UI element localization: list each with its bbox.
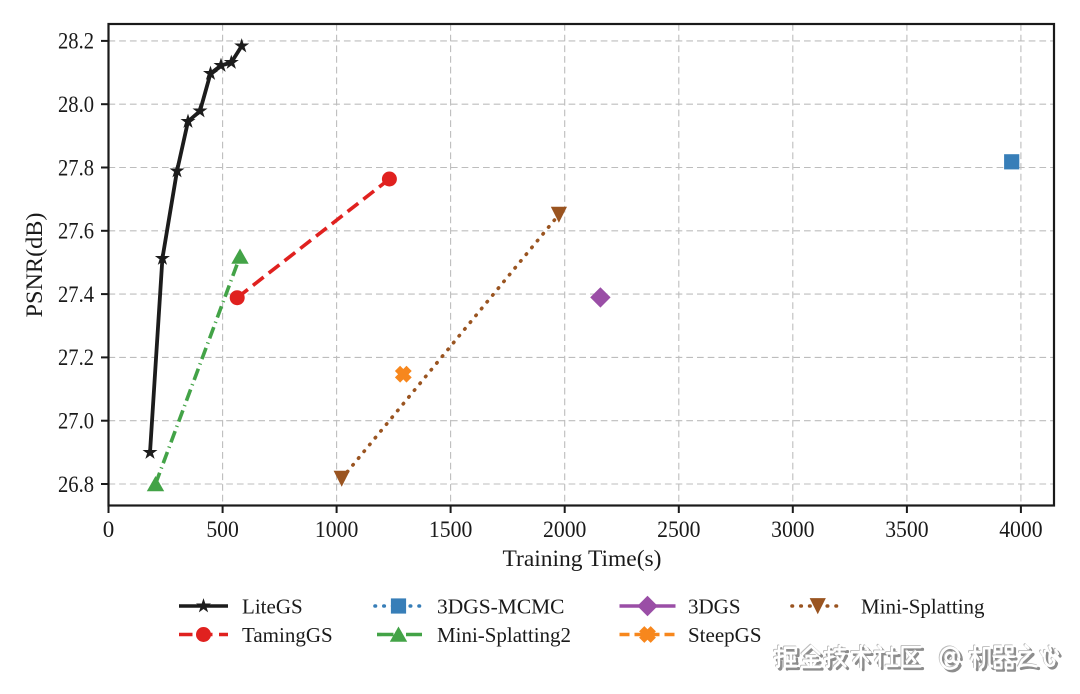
svg-text:2500: 2500 [657,517,700,542]
svg-text:TamingGS: TamingGS [242,623,333,647]
svg-text:27.0: 27.0 [58,409,94,434]
svg-text:Mini-Splatting: Mini-Splatting [861,594,985,618]
svg-text:SteepGS: SteepGS [688,623,762,647]
svg-text:3DGS: 3DGS [688,594,741,618]
svg-text:27.4: 27.4 [58,282,94,307]
svg-text:27.6: 27.6 [58,219,94,244]
svg-text:26.8: 26.8 [58,472,94,497]
svg-text:LiteGS: LiteGS [242,594,303,618]
svg-text:3500: 3500 [885,517,928,542]
svg-text:3DGS-MCMC: 3DGS-MCMC [437,594,565,618]
svg-text:2000: 2000 [543,517,586,542]
svg-text:1500: 1500 [429,517,472,542]
svg-text:1000: 1000 [315,517,358,542]
svg-text:Training Time(s): Training Time(s) [503,546,662,572]
svg-text:28.2: 28.2 [58,29,94,54]
svg-text:27.8: 27.8 [58,155,94,180]
svg-text:3000: 3000 [771,517,814,542]
svg-text:28.0: 28.0 [58,92,94,117]
svg-text:4000: 4000 [999,517,1042,542]
svg-text:500: 500 [206,517,239,542]
svg-text:27.2: 27.2 [58,345,94,370]
svg-text:Mini-Splatting2: Mini-Splatting2 [437,623,571,647]
svg-text:PSNR(dB): PSNR(dB) [22,213,48,318]
svg-text:0: 0 [103,517,115,542]
